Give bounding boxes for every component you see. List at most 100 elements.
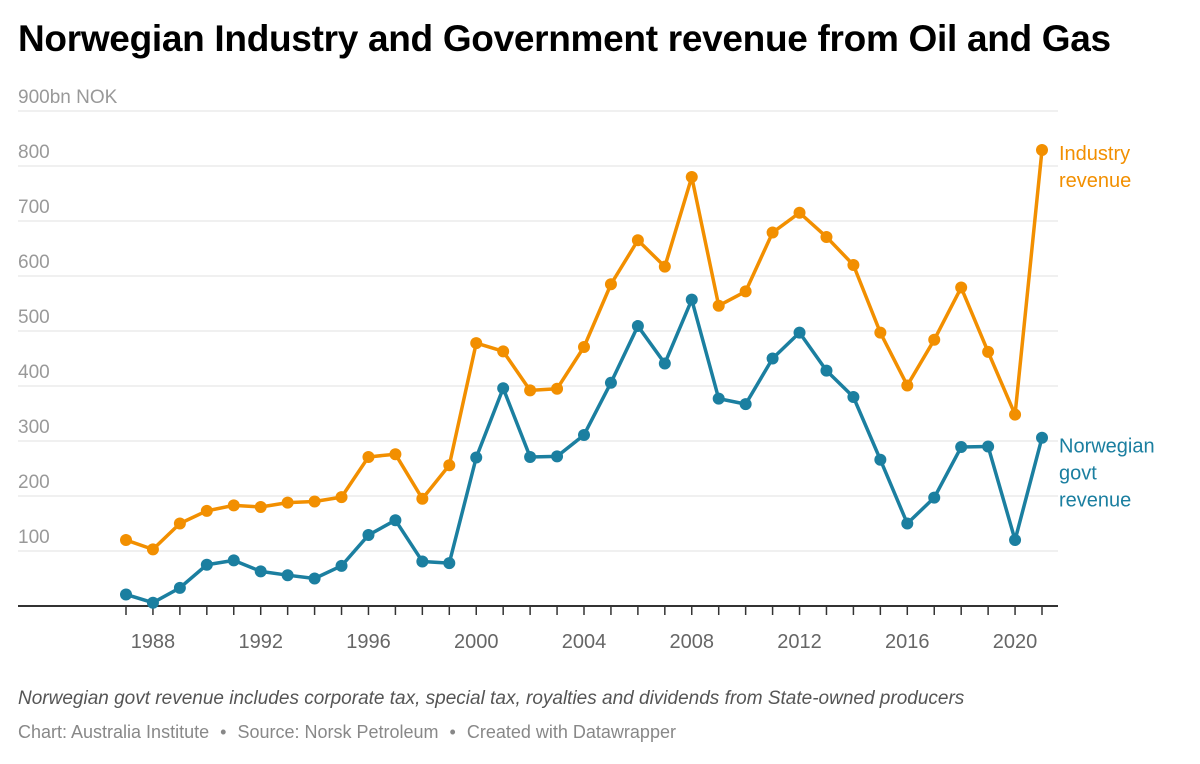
data-point: [901, 517, 914, 530]
data-point: [1036, 144, 1048, 157]
data-point: [982, 440, 995, 453]
data-point: [254, 565, 267, 578]
series-labels: Industry revenue Norwegian govt revenue: [1059, 143, 1155, 512]
data-point: [982, 345, 995, 358]
data-point: [146, 596, 159, 609]
data-point: [712, 299, 725, 312]
data-point: [308, 495, 321, 508]
y-tick-label: 900bn NOK: [18, 87, 118, 108]
data-point: [739, 398, 752, 411]
data-point: [173, 581, 186, 594]
x-axis: 1988 1992 1996 2000 2004 2008 2012 2016 2020: [18, 605, 1058, 653]
data-point: [470, 451, 483, 464]
x-tick-label: 2012: [777, 631, 822, 653]
y-tick-label: 800: [18, 142, 50, 163]
data-point: [173, 517, 186, 530]
y-axis-tick-labels: 100 200 300 400 500 600 700 800 900bn NOK: [18, 87, 118, 548]
data-point: [443, 459, 456, 472]
data-point: [847, 391, 860, 403]
data-point: [604, 376, 617, 389]
x-tick-label: 2020: [993, 631, 1038, 653]
data-point: [254, 501, 267, 513]
chart-title: Norwegian Industry and Government revenu…: [18, 18, 1111, 59]
data-point: [389, 514, 402, 527]
series-group: [120, 144, 1048, 609]
credit-separator: •: [220, 722, 227, 742]
data-point: [362, 529, 375, 542]
data-point: [416, 492, 429, 505]
data-point: [497, 382, 510, 395]
data-point: [578, 428, 590, 441]
series-govt: [120, 293, 1048, 609]
data-point: [1009, 534, 1022, 546]
x-tick-label: 1996: [346, 631, 391, 653]
gridlines: [18, 110, 1058, 552]
y-tick-label: 200: [18, 472, 50, 493]
y-tick-label: 400: [18, 362, 50, 383]
data-point: [874, 326, 887, 339]
x-tick-label: 1988: [131, 631, 176, 653]
data-point: [524, 450, 537, 463]
y-tick-label: 600: [18, 252, 50, 273]
data-point: [335, 559, 348, 572]
data-point: [1036, 431, 1048, 444]
x-tick-label: 1992: [238, 631, 283, 653]
data-point: [227, 499, 240, 512]
data-point: [335, 491, 348, 504]
data-point: [712, 392, 725, 405]
credit-tool: Created with Datawrapper: [466, 722, 676, 742]
data-point: [766, 352, 779, 365]
data-point: [551, 382, 564, 395]
data-point: [578, 340, 590, 353]
data-point: [766, 226, 779, 239]
data-point: [955, 441, 968, 454]
data-point: [362, 450, 375, 463]
data-point: [524, 384, 537, 397]
data-point: [658, 260, 671, 273]
data-point: [928, 333, 941, 346]
x-tick-label: 2008: [670, 631, 715, 653]
data-point: [955, 281, 968, 294]
data-point: [120, 534, 132, 546]
data-point: [281, 569, 294, 582]
data-point: [631, 320, 644, 333]
data-point: [685, 293, 698, 306]
credit-separator: •: [449, 722, 456, 742]
data-point: [685, 171, 698, 183]
data-point: [874, 453, 887, 466]
credit-chart-by: Chart: Australia Institute: [18, 722, 210, 742]
data-point: [793, 206, 806, 219]
data-point: [820, 364, 833, 377]
series-label: Industry revenue: [1059, 143, 1131, 192]
data-point: [416, 555, 429, 568]
data-point: [146, 543, 159, 556]
data-point: [1009, 408, 1022, 421]
data-point: [443, 557, 456, 570]
data-point: [389, 448, 402, 461]
data-point: [847, 259, 860, 271]
data-point: [658, 357, 671, 370]
credit-source: Source: Norsk Petroleum: [237, 722, 439, 742]
series-label: Norwegian govt revenue: [1059, 436, 1155, 512]
chart-credits: Chart: Australia Institute • Source: Nor…: [18, 722, 676, 743]
y-tick-label: 300: [18, 417, 50, 438]
data-point: [928, 491, 941, 504]
data-point: [551, 450, 564, 463]
data-point: [120, 588, 132, 601]
data-point: [308, 572, 321, 585]
data-point: [793, 326, 806, 339]
data-point: [227, 554, 240, 567]
data-point: [200, 504, 213, 517]
y-tick-label: 700: [18, 197, 50, 218]
chart-note: Norwegian govt revenue includes corporat…: [18, 688, 965, 709]
data-point: [281, 496, 294, 509]
data-point: [739, 285, 752, 298]
data-point: [901, 379, 914, 392]
y-tick-label: 500: [18, 307, 50, 328]
data-point: [820, 230, 833, 243]
x-tick-label: 2016: [885, 631, 930, 653]
x-tick-label: 2000: [454, 631, 499, 653]
data-point: [470, 337, 483, 350]
data-point: [200, 558, 213, 571]
